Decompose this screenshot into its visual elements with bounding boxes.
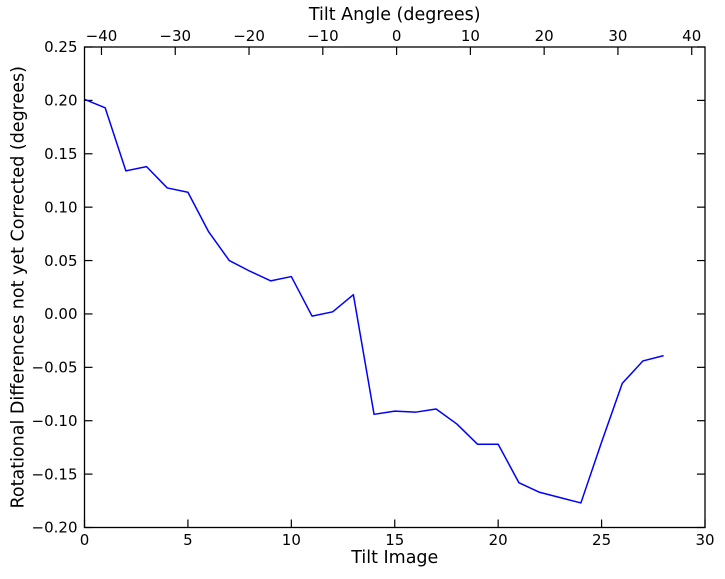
bottom-tick-label: 0 (80, 531, 90, 549)
top-tick-label: −10 (307, 27, 339, 45)
top-tick-label: −30 (159, 27, 191, 45)
left-tick-label: 0.20 (44, 92, 77, 110)
axes-spines (83, 46, 706, 529)
bottom-tick-label: 20 (489, 531, 508, 549)
top-tick-label: 40 (682, 27, 701, 45)
bottom-tick-label: 30 (695, 531, 714, 549)
bottom-tick-label: 10 (282, 531, 301, 549)
bottom-axis-title: Tilt Image (350, 548, 438, 568)
top-tick-label: 20 (535, 27, 554, 45)
left-tick-label: −0.10 (32, 412, 78, 430)
bottom-tick-label: 15 (385, 531, 404, 549)
left-tick-label: −0.20 (32, 519, 78, 537)
top-tick-label: −20 (233, 27, 265, 45)
left-tick-label: 0.25 (44, 38, 77, 56)
left-tick-label: 0.05 (44, 252, 77, 270)
top-tick-label: 10 (461, 27, 480, 45)
top-axis-title: Tilt Angle (degrees) (308, 5, 481, 25)
left-tick-label: 0.00 (44, 305, 77, 323)
data-line (84, 98, 664, 504)
bottom-tick-label: 5 (183, 531, 193, 549)
top-tick-label: 0 (392, 27, 402, 45)
left-tick-label: 0.15 (44, 145, 77, 163)
top-tick-label: −40 (86, 27, 118, 45)
left-tick-label: 0.10 (44, 198, 77, 216)
left-axis-title: Rotational Differences not yet Corrected… (9, 66, 29, 508)
left-tick-label: −0.05 (32, 359, 78, 377)
bottom-tick-label: 25 (592, 531, 611, 549)
left-tick-label: −0.15 (32, 465, 78, 483)
top-tick-label: 30 (608, 27, 627, 45)
plot-area: 0 5 10 15 20 25 30 −40 −30 −20 −10 0 10 20 30 40 0.25 0.2… (32, 27, 715, 549)
